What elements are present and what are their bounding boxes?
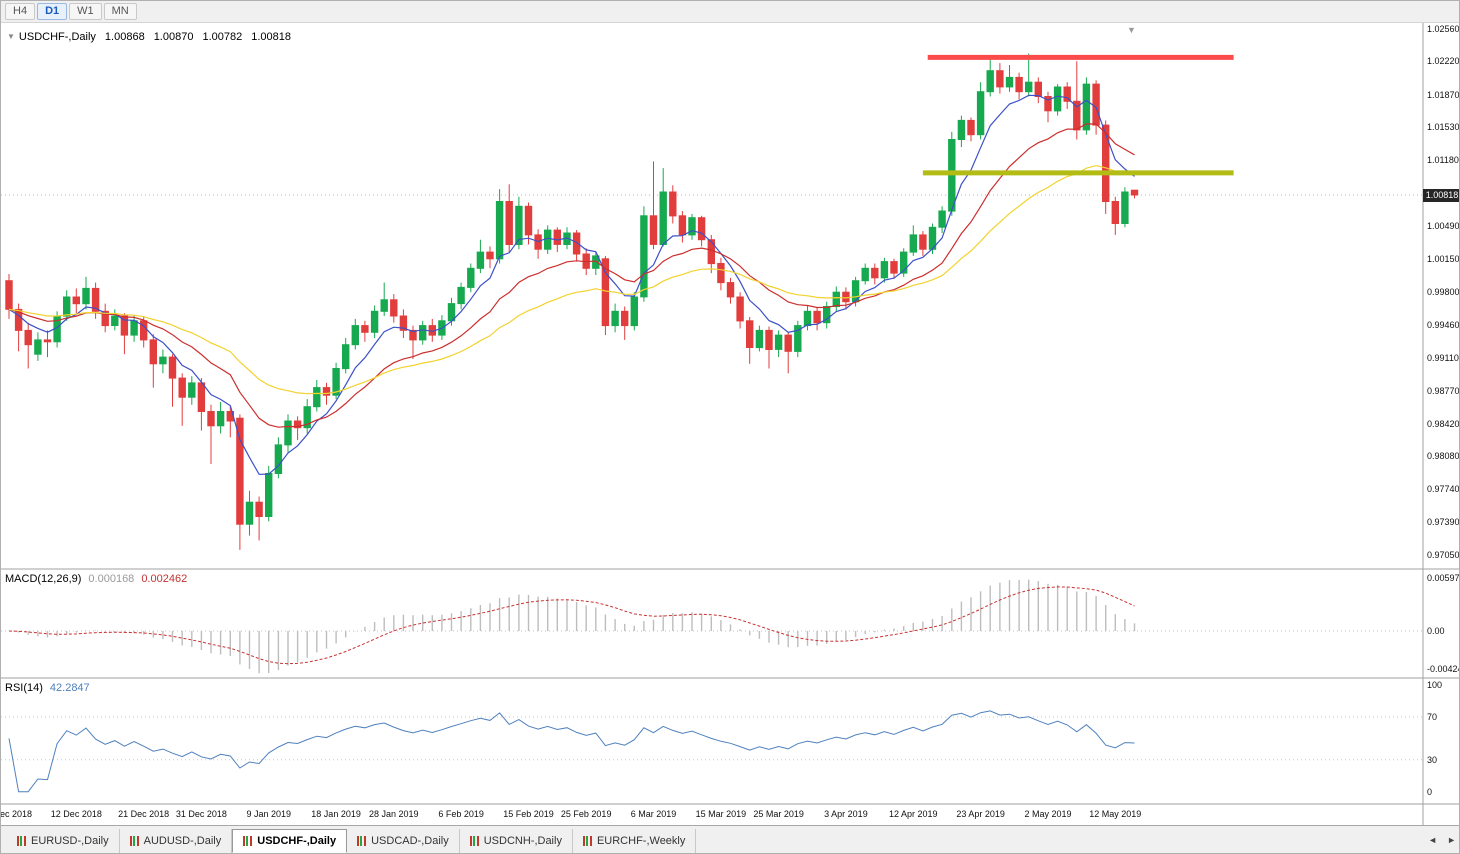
macd-label: MACD(12,26,9) bbox=[5, 573, 82, 585]
ohlc-open-value: 1.00868 bbox=[104, 31, 145, 43]
ma-fast-line bbox=[8, 94, 1135, 475]
chart-canvas[interactable]: 1.02560 1.02220 1.01870 1.01530 1.01180 1.004… bbox=[1, 23, 1460, 827]
ohlc-high-value: 1.00870 bbox=[153, 31, 194, 43]
chart-icon bbox=[17, 835, 26, 846]
tab-eurusd-daily[interactable]: EURUSD-,Daily bbox=[7, 829, 120, 853]
tab-usdchf-daily[interactable]: USDCHF-,Daily bbox=[232, 829, 348, 853]
ohlc-close-value: 1.00818 bbox=[251, 31, 291, 43]
chart-icon bbox=[582, 835, 592, 846]
timeframe-h4-button[interactable]: H4 bbox=[5, 3, 36, 20]
tab-scroll-right-icon[interactable]: ► bbox=[1447, 834, 1456, 845]
chart-title: ▼ USDCHF-,Daily 1.00868 1.00870 1.00782 1.008… bbox=[7, 31, 291, 43]
price-chart[interactable] bbox=[1, 23, 1460, 827]
rsi-indicator-title: RSI(14) 42.2847 bbox=[5, 682, 90, 694]
tab-usdcad-daily[interactable]: USDCAD-,Daily bbox=[347, 829, 460, 853]
rsi-line bbox=[8, 710, 1135, 793]
tab-label: USDCHF-,Daily bbox=[257, 834, 337, 847]
macd-main-value: 0.000168 bbox=[88, 573, 135, 585]
tab-label: EURUSD-,Daily bbox=[31, 834, 109, 847]
tab-usdcnh-daily[interactable]: USDCNH-,Daily bbox=[460, 829, 573, 853]
chart-icon bbox=[357, 835, 367, 846]
macd-indicator-title: MACD(12,26,9) 0.000168 0.002462 bbox=[5, 573, 187, 585]
symbol-timeframe-label: USDCHF-,Daily bbox=[18, 31, 96, 43]
macd-signal-line bbox=[8, 586, 1135, 665]
chart-icon bbox=[243, 835, 253, 846]
chart-icon bbox=[129, 835, 139, 846]
rsi-value: 42.2847 bbox=[49, 682, 90, 694]
tab-label: AUDUSD-,Daily bbox=[143, 834, 222, 847]
rsi-label: RSI(14) bbox=[5, 682, 43, 694]
ma-slow-line bbox=[8, 164, 1135, 395]
collapse-arrow-icon[interactable]: ▼ bbox=[7, 32, 15, 41]
chart-shift-marker[interactable]: ▼ bbox=[1127, 25, 1136, 35]
ohlc-low-value: 1.00782 bbox=[202, 31, 243, 43]
timeframe-mn-button[interactable]: MN bbox=[103, 3, 137, 20]
current-price-tag: 1.00818 bbox=[1423, 189, 1459, 202]
chart-icon bbox=[469, 835, 479, 846]
tab-audusd-daily[interactable]: AUDUSD-,Daily bbox=[120, 829, 233, 853]
tab-label: USDCAD-,Daily bbox=[371, 834, 449, 847]
chart-tabs-bar: EURUSD-,Daily AUDUSD-,Daily USDCHF-,Dail… bbox=[1, 825, 1459, 853]
macd-histogram bbox=[17, 579, 1136, 674]
timeframe-d1-button[interactable]: D1 bbox=[37, 3, 68, 20]
tab-label: EURCHF-,Weekly bbox=[596, 834, 686, 847]
tab-label: USDCNH-,Daily bbox=[483, 834, 562, 847]
tab-scroll-left-icon[interactable]: ◄ bbox=[1428, 834, 1438, 845]
macd-signal-value: 0.002462 bbox=[141, 573, 188, 585]
timeframe-toolbar: H4 D1 W1 MN bbox=[1, 1, 1459, 23]
candlesticks bbox=[5, 53, 1139, 550]
timeframe-w1-button[interactable]: W1 bbox=[69, 3, 102, 20]
ma-medium-line bbox=[8, 123, 1135, 428]
tab-eurchf-weekly[interactable]: EURCHF-,Weekly bbox=[573, 829, 697, 853]
